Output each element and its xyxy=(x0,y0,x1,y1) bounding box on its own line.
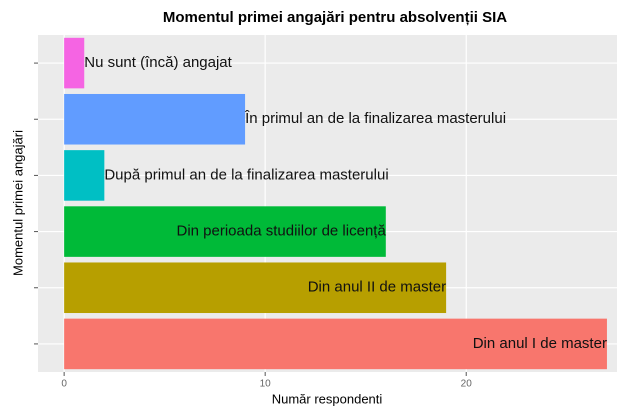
bar xyxy=(64,206,386,257)
bar xyxy=(64,93,246,145)
plot-panel xyxy=(38,35,617,372)
x-tick-label: 10 xyxy=(260,379,272,390)
bar-label: După primul an de la finalizarea masteru… xyxy=(104,166,388,183)
bar xyxy=(64,262,447,314)
x-axis-title: Număr respondenti xyxy=(272,391,383,406)
x-tick-label: 0 xyxy=(61,379,67,390)
bar xyxy=(64,150,105,201)
bar xyxy=(64,318,607,370)
bar-label: Nu sunt (încă) angajat xyxy=(84,54,232,71)
bar-label: În primul an de la finalizarea masterulu… xyxy=(244,110,506,127)
bar-label: Din anul I de master xyxy=(473,335,607,352)
chart-title: Momentul primei angajări pentru absolven… xyxy=(163,9,507,26)
bar-label: Din perioada studiilor de licență xyxy=(177,223,387,240)
x-tick-label: 20 xyxy=(461,379,473,390)
bar xyxy=(64,37,85,89)
bar-label: Din anul II de master xyxy=(308,279,446,296)
y-axis-title: Momentul primei angajări xyxy=(10,130,25,276)
